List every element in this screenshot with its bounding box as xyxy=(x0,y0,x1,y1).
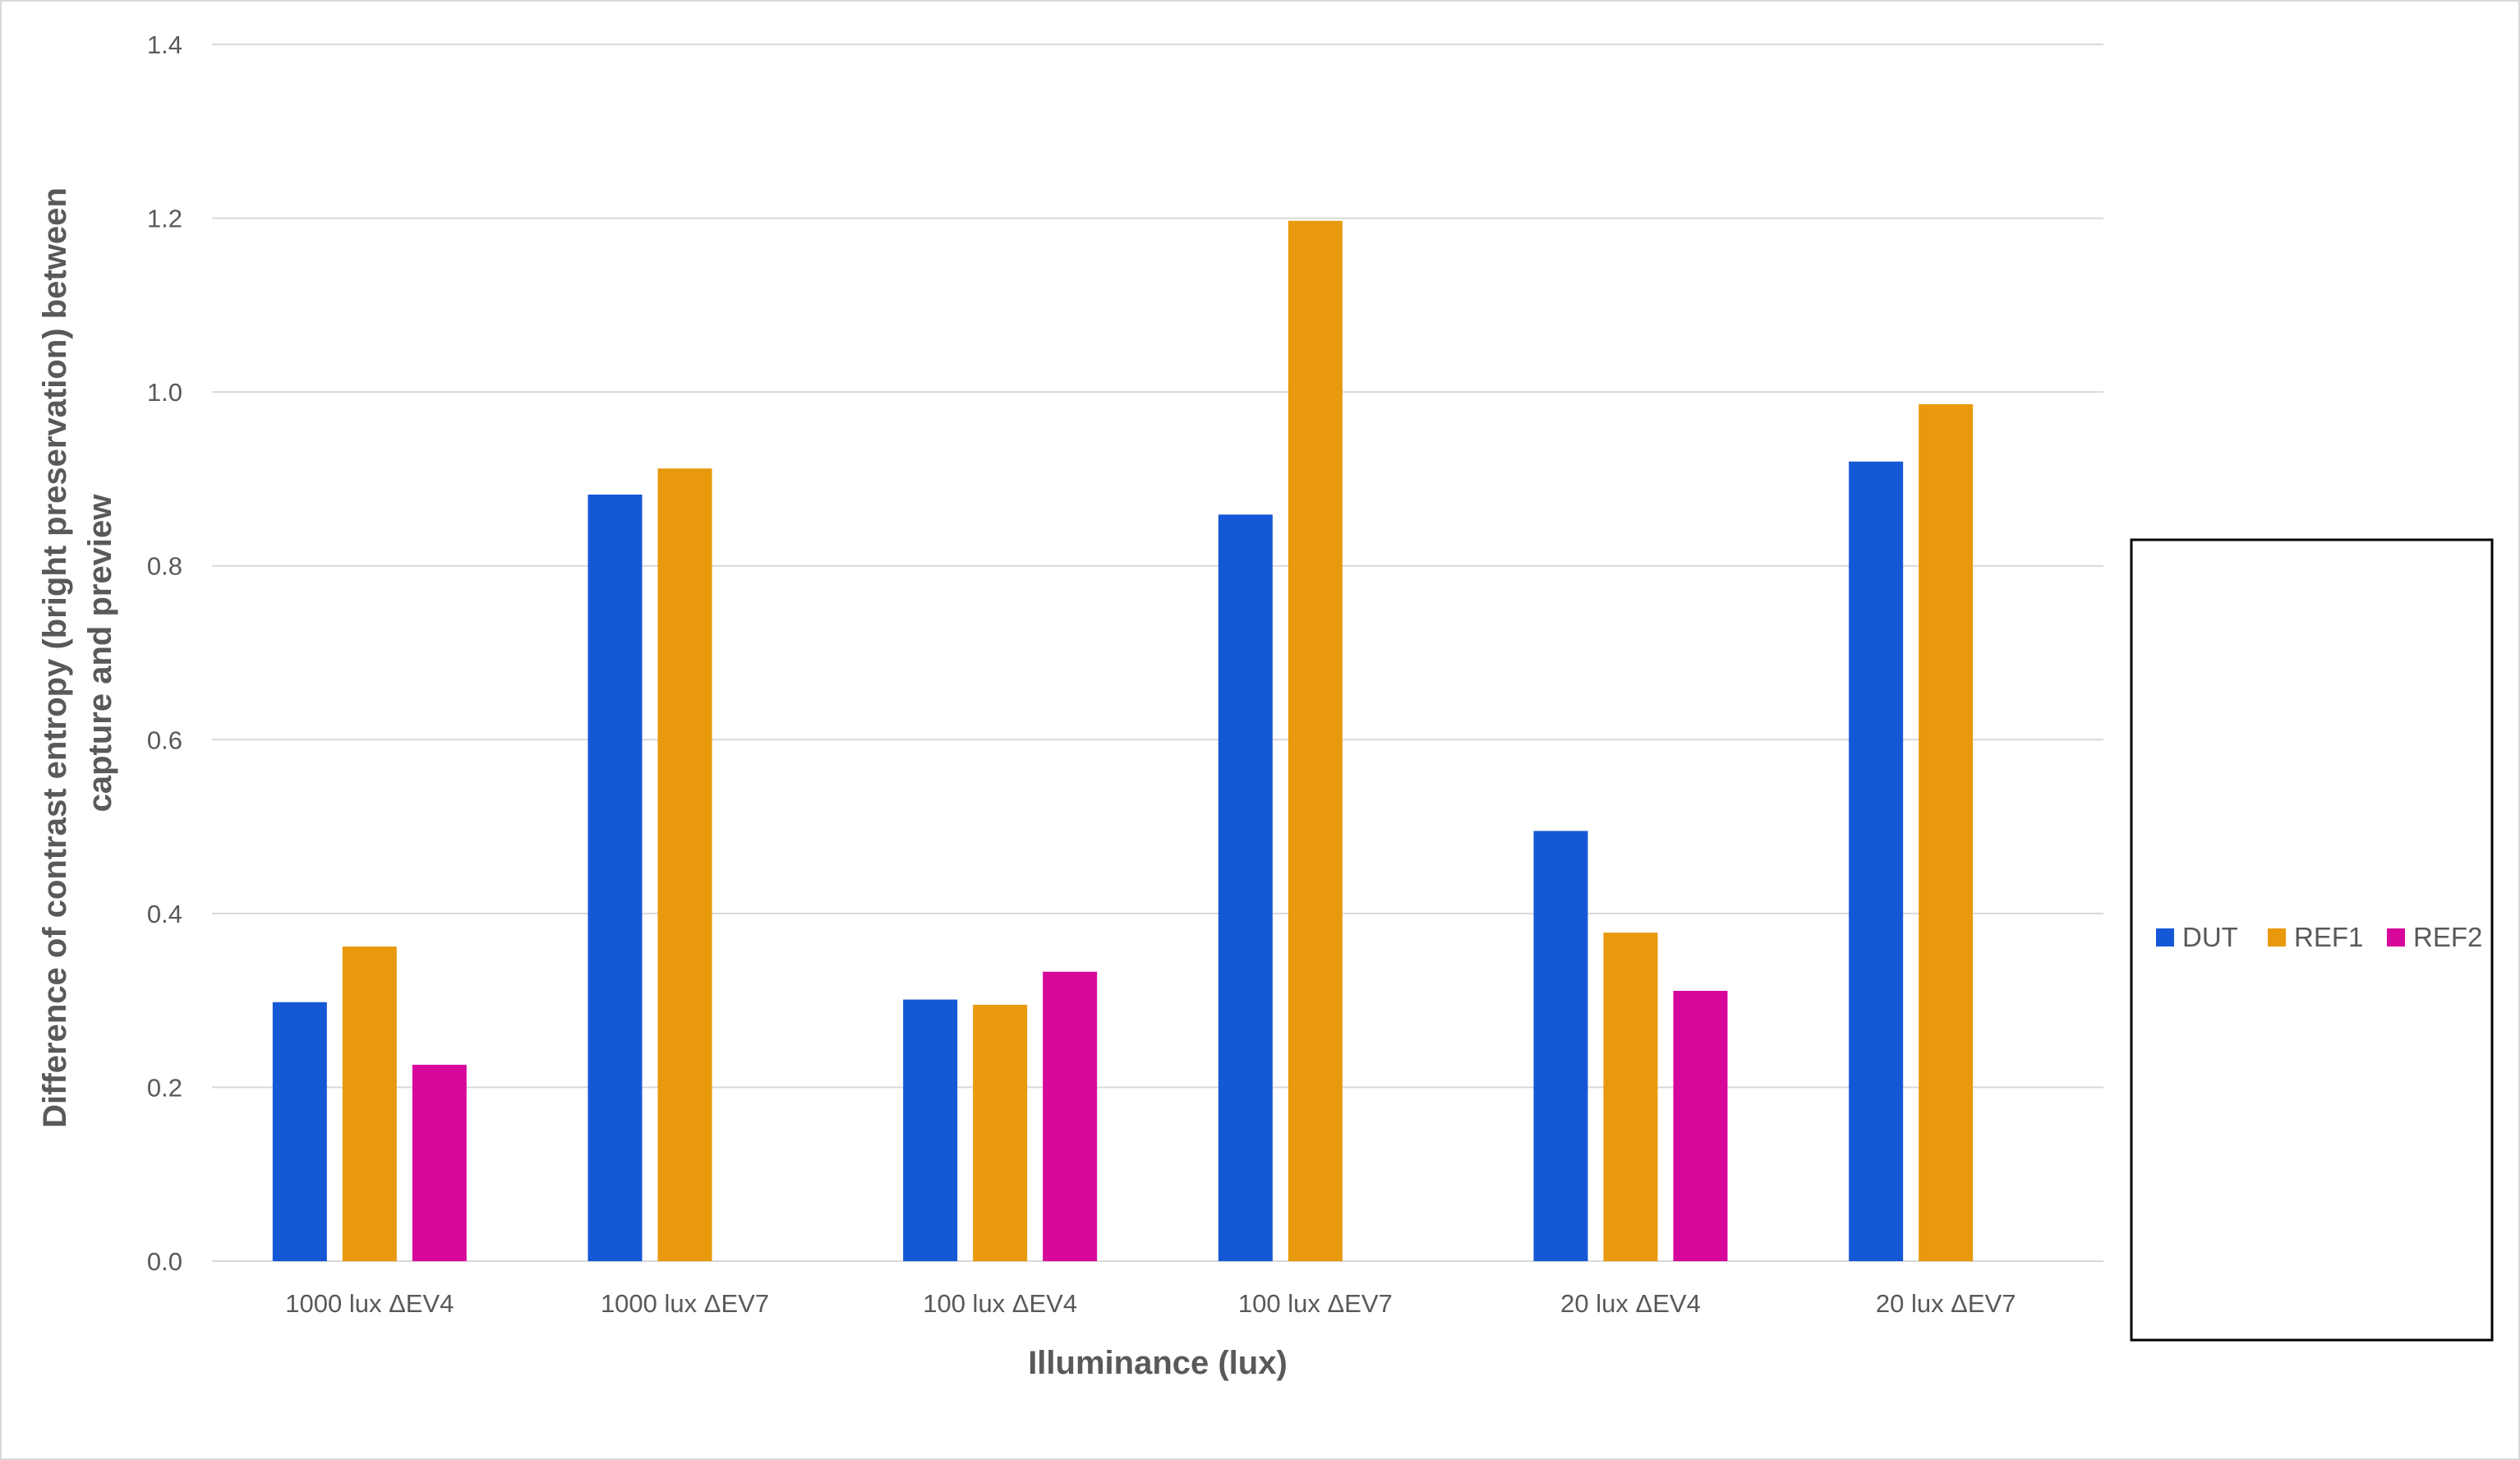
bar-dut-3 xyxy=(1218,514,1273,1261)
bar-ref1-4 xyxy=(1603,933,1658,1261)
gridlines xyxy=(212,44,2103,1262)
y-tick-label: 1.0 xyxy=(147,378,182,407)
legend-swatch xyxy=(2268,928,2286,946)
y-tick-label: 0.0 xyxy=(147,1247,182,1276)
bar-dut-2 xyxy=(903,999,958,1261)
y-tick-label: 0.4 xyxy=(147,900,182,928)
y-tick-label: 1.4 xyxy=(147,30,182,59)
legend-swatch xyxy=(2387,928,2405,946)
legend-item-ref2: REF2 xyxy=(2387,922,2482,952)
legend-label: REF1 xyxy=(2294,922,2363,952)
y-axis-title: Difference of contrast entropy (bright p… xyxy=(37,178,118,1128)
x-axis-title: Illuminance (lux) xyxy=(1028,1345,1288,1381)
bars xyxy=(272,220,1974,1261)
bar-dut-4 xyxy=(1533,831,1588,1261)
bar-ref2-2 xyxy=(1043,971,1098,1261)
y-tick-label: 0.6 xyxy=(147,725,182,754)
legend-swatch xyxy=(2156,928,2174,946)
tick-labels: 0.0 0.2 0.4 0.6 0.8 1.0 1.2 1.4 1000 lux ΔEV4 100… xyxy=(147,30,2016,1318)
bar-ref1-3 xyxy=(1288,220,1343,1261)
x-tick-label: 100 lux ΔEV7 xyxy=(1238,1289,1393,1318)
bar-dut-1 xyxy=(587,494,643,1261)
x-tick-label: 20 lux ΔEV4 xyxy=(1560,1289,1701,1318)
bar-dut-0 xyxy=(272,1002,327,1261)
bar-dut-5 xyxy=(1849,461,1904,1261)
x-tick-label: 100 lux ΔEV4 xyxy=(923,1289,1077,1318)
legend: DUT REF1 REF2 xyxy=(2130,538,2494,1342)
bar-ref1-0 xyxy=(342,946,397,1261)
y-axis-title-line-1: Difference of contrast entropy (bright p… xyxy=(37,187,73,1128)
y-tick-label: 0.2 xyxy=(147,1073,182,1102)
bar-ref2-0 xyxy=(412,1064,467,1261)
x-tick-label: 20 lux ΔEV7 xyxy=(1876,1289,2016,1318)
svg-text:Difference of contrast entropy: Difference of contrast entropy (bright p… xyxy=(37,178,118,1128)
bar-ref1-5 xyxy=(1919,403,1974,1261)
x-tick-label: 1000 lux ΔEV4 xyxy=(285,1289,454,1318)
bar-ref2-4 xyxy=(1673,991,1728,1261)
bar-ref1-2 xyxy=(973,1004,1028,1261)
y-axis-title-line-2: capture and preview xyxy=(82,494,118,813)
legend-label: DUT xyxy=(2182,922,2238,952)
legend-box xyxy=(2130,538,2494,1342)
y-tick-label: 1.2 xyxy=(147,205,182,233)
y-tick-label: 0.8 xyxy=(147,552,182,581)
legend-item-ref1: REF1 xyxy=(2268,922,2363,952)
x-tick-label: 1000 lux ΔEV7 xyxy=(601,1289,769,1318)
bar-ref1-1 xyxy=(657,468,712,1261)
legend-item-dut: DUT xyxy=(2156,922,2238,952)
legend-label: REF2 xyxy=(2413,922,2482,952)
